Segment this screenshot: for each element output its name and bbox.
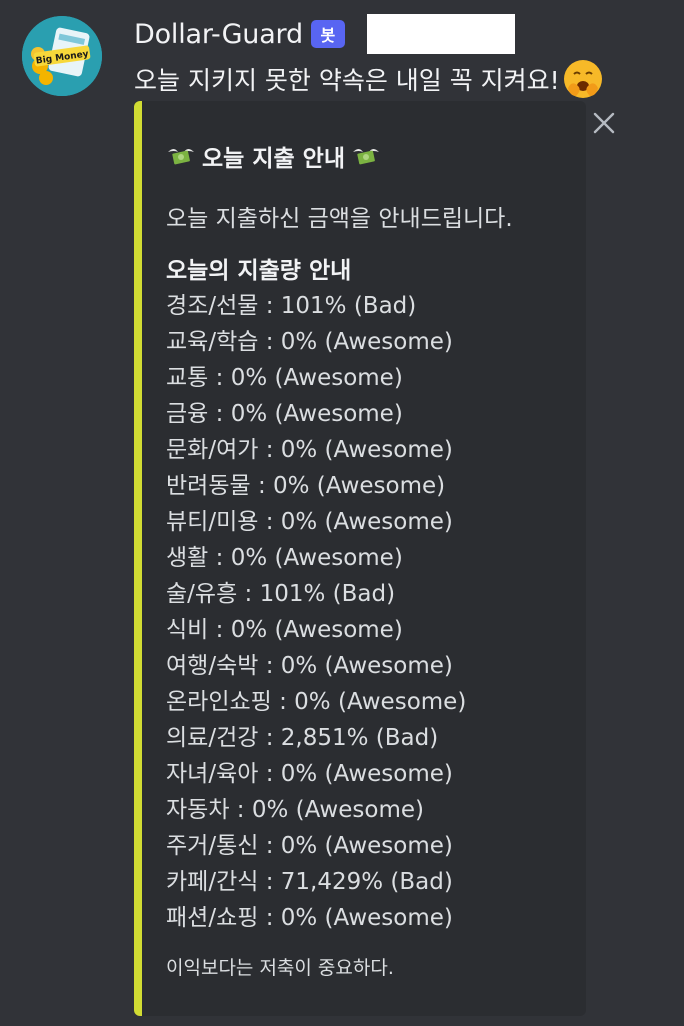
bot-badge: 봇 [310,20,345,48]
money-with-wings-icon [166,144,196,168]
embed-footer: 이익보다는 저축이 중요하다. [166,957,394,979]
redacted-timestamp [366,14,515,54]
spending-item: 금융 : 0% (Awesome) [166,401,403,427]
spending-item: 뷰티/미용 : 0% (Awesome) [166,509,453,535]
spending-item: 카페/간식 : 71,429% (Bad) [166,869,453,895]
spending-list: 경조/선물 : 101% (Bad) 교육/학습 : 0% (Awesome) … [166,288,466,936]
message-text: 오늘 지키지 못한 약속은 내일 꼭 지켜요! [134,66,560,95]
spending-item: 자녀/육아 : 0% (Awesome) [166,761,453,787]
spending-item: 반려동물 : 0% (Awesome) [166,473,446,499]
close-icon[interactable] [590,109,618,137]
spending-item: 문화/여가 : 0% (Awesome) [166,437,453,463]
embed-title: 오늘 지출 안내 [166,139,381,173]
username[interactable]: Dollar-Guard [134,18,303,50]
spending-item: 교통 : 0% (Awesome) [166,365,403,391]
spending-item: 온라인쇼핑 : 0% (Awesome) [166,689,467,715]
face-with-hand-over-mouth-emoji[interactable] [562,58,604,100]
spending-item: 생활 : 0% (Awesome) [166,545,403,571]
spending-item: 술/유흥 : 101% (Bad) [166,581,396,607]
spending-item: 패션/쇼핑 : 0% (Awesome) [166,905,453,931]
message-header: Dollar-Guard 봇 [134,14,515,54]
embed-card: 오늘 지출 안내 오늘 지출하신 금액을 안내드립니다. 오늘의 지출량 안내 … [134,101,615,1016]
money-with-wings-icon [351,144,381,168]
spending-item: 자동차 : 0% (Awesome) [166,797,424,823]
spending-item: 경조/선물 : 101% (Bad) [166,293,417,319]
message-content: 오늘 지키지 못한 약속은 내일 꼭 지켜요! [134,58,604,100]
spending-item: 주거/통신 : 0% (Awesome) [166,833,453,859]
avatar[interactable]: Big Money [22,16,102,96]
embed-field-name: 오늘의 지출량 안내 [166,258,352,284]
spending-item: 식비 : 0% (Awesome) [166,617,403,643]
embed-title-text: 오늘 지출 안내 [202,146,345,172]
spending-item: 여행/숙박 : 0% (Awesome) [166,653,453,679]
spending-item: 교육/학습 : 0% (Awesome) [166,329,453,355]
avatar-image: Big Money [22,16,102,96]
embed-description: 오늘 지출하신 금액을 안내드립니다. [166,206,513,232]
spending-item: 의료/건강 : 2,851% (Bad) [166,725,439,751]
